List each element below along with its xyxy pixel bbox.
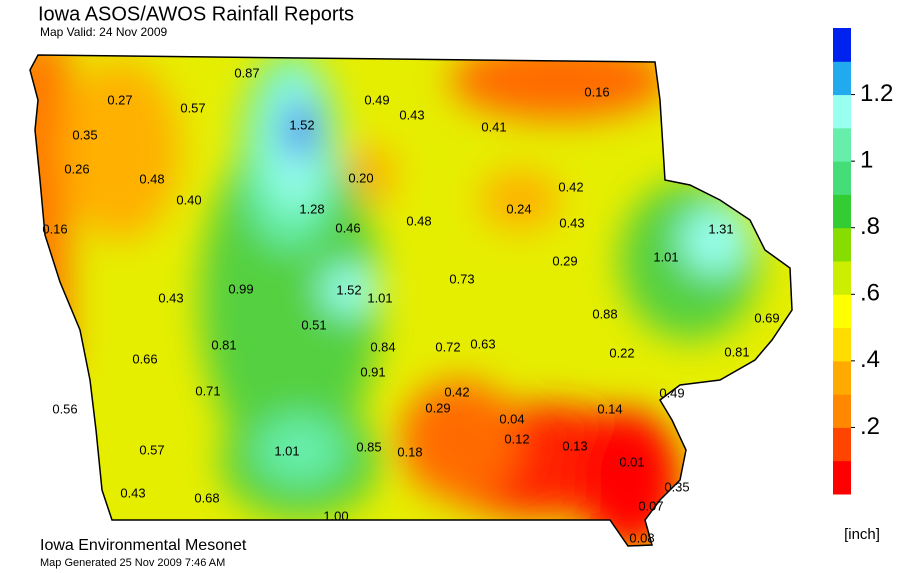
station-value: 0.69 (754, 310, 779, 325)
colorbar-segment (833, 261, 851, 295)
colorbar-segment (833, 94, 851, 129)
colorbar-segment (833, 460, 851, 495)
station-value: 0.43 (559, 215, 584, 230)
station-value: 0.27 (107, 92, 132, 107)
station-value: 0.13 (562, 438, 587, 453)
station-value: 0.46 (335, 220, 360, 235)
station-value: 1.52 (289, 117, 314, 132)
station-value: 0.56 (52, 401, 77, 416)
colorbar-segment (833, 227, 851, 262)
station-value: 0.14 (597, 401, 622, 416)
station-value: 0.85 (356, 439, 381, 454)
station-value: 0.43 (120, 485, 145, 500)
station-value: 0.43 (158, 290, 183, 305)
station-value: 0.48 (139, 171, 164, 186)
station-value: 0.29 (425, 400, 450, 415)
station-value: 0.68 (194, 490, 219, 505)
station-value: 0.04 (499, 411, 524, 426)
station-value: 0.12 (504, 431, 529, 446)
station-value: 0.51 (301, 317, 326, 332)
station-value: 0.26 (64, 161, 89, 176)
station-value: 1.00 (323, 508, 348, 523)
colorbar-segment (833, 360, 851, 395)
station-value: 0.35 (664, 479, 689, 494)
station-value: 0.43 (399, 107, 424, 122)
title: Iowa ASOS/AWOS Rainfall Reports (38, 3, 354, 25)
generated: Map Generated 25 Nov 2009 7:46 AM (40, 557, 225, 569)
station-value: 0.24 (506, 201, 531, 216)
station-value: 0.42 (444, 384, 469, 399)
colorbar-segment (833, 327, 851, 362)
station-value: 0.22 (609, 345, 634, 360)
station-value: 1.01 (274, 443, 299, 458)
colorbar-tick-label: 1 (860, 146, 873, 173)
station-value: 0.71 (195, 383, 220, 398)
colorbar-segment (833, 294, 851, 329)
station-value: 0.29 (552, 253, 577, 268)
station-value: 0.01 (619, 454, 644, 469)
station-value: 0.20 (348, 170, 373, 185)
colorbar-tick-label: .6 (860, 280, 880, 307)
state-outline (29, 54, 793, 547)
station-value: 0.16 (584, 84, 609, 99)
colorbar-segment (833, 28, 851, 62)
station-value: 0.99 (228, 281, 253, 296)
station-value: 1.01 (367, 290, 392, 305)
station-value: 1.52 (336, 282, 361, 297)
station-value: 0.49 (364, 92, 389, 107)
colorbar-unit: [inch] (844, 526, 880, 543)
station-value: 1.01 (653, 249, 678, 264)
station-value: 0.49 (659, 385, 684, 400)
station-value: 0.57 (139, 442, 164, 457)
station-value: 0.88 (592, 306, 617, 321)
station-value: 0.66 (132, 351, 157, 366)
station-value: 0.81 (724, 344, 749, 359)
station-value: 0.81 (211, 337, 236, 352)
colorbar-segment (833, 61, 851, 96)
station-value: 1.28 (299, 201, 324, 216)
colorbar-segment (833, 127, 851, 162)
station-value: 0.35 (72, 127, 97, 142)
colorbar-segment (833, 427, 851, 462)
station-value: 0.48 (406, 213, 431, 228)
station-value: 0.87 (234, 65, 259, 80)
subtitle: Map Valid: 24 Nov 2009 (40, 25, 168, 39)
station-value: 0.72 (435, 339, 460, 354)
station-value: 0.18 (397, 444, 422, 459)
station-value: 0.41 (481, 119, 506, 134)
colorbar-segment (833, 161, 851, 195)
colorbar-segment (833, 394, 851, 428)
station-value: 0.91 (360, 364, 385, 379)
station-value: 0.73 (449, 271, 474, 286)
station-value: 0.42 (558, 179, 583, 194)
station-value: 0.63 (470, 336, 495, 351)
station-value: 0.08 (629, 530, 654, 545)
station-value: 1.31 (708, 221, 733, 236)
colorbar-tick-label: 1.2 (860, 80, 893, 107)
colorbar-tick-label: .4 (860, 346, 880, 373)
station-value: 0.07 (638, 498, 663, 513)
colorbar-tick-label: .8 (860, 213, 880, 240)
colorbar-tick-label: .2 (860, 413, 880, 440)
station-value: 0.16 (42, 221, 67, 236)
footer: Iowa Environmental Mesonet (40, 537, 247, 554)
station-value: 0.57 (180, 100, 205, 115)
station-value: 0.40 (176, 192, 201, 207)
colorbar-segment (833, 194, 851, 229)
station-value: 0.84 (370, 339, 395, 354)
